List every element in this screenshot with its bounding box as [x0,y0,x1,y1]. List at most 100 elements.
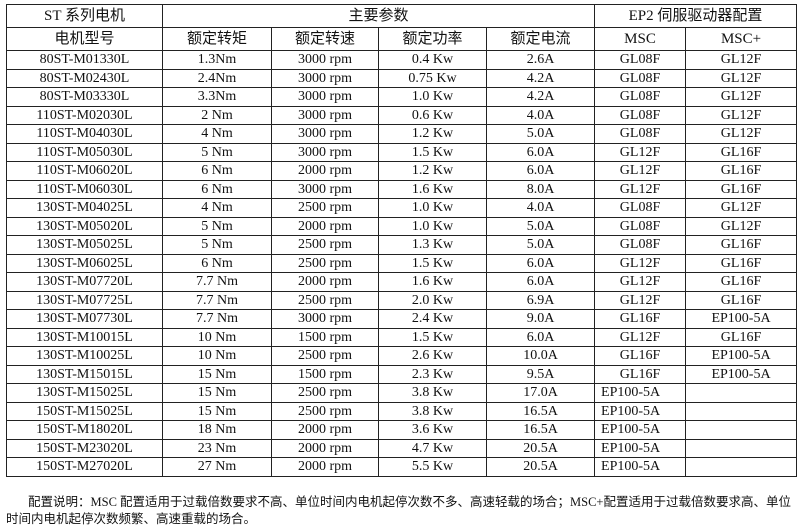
table-cell: GL08F [594,105,687,125]
table-cell: 3.8 Kw [378,383,487,403]
table-cell: GL08F [594,124,687,144]
table-cell: EP100-5A [594,401,687,421]
table-cell: 6 Nm [162,253,272,273]
table-cell: GL16F [685,235,798,255]
table-cell: 9.5A [485,364,596,384]
table-cell: 3.6 Kw [378,420,487,440]
table-cell: 10 Nm [162,327,272,347]
table-cell: 1.5 Kw [378,327,487,347]
table-cell: GL16F [594,309,687,329]
table-row: 80ST-M01330L 1.3Nm 3000 rpm 0.4 Kw 2.6A GL08F… [6,50,798,70]
col-header: 电机型号 [6,27,163,51]
table-cell: GL08F [594,216,687,236]
table-row: 110ST-M05030L 5 Nm 3000 rpm 1.5 Kw 6.0A GL12F… [6,142,798,162]
table-row: 110ST-M06020L 6 Nm 2000 rpm 1.2 Kw 6.0A GL12F… [6,161,798,181]
table-cell: 16.5A [485,401,596,421]
table-cell: 130ST-M07725L [6,290,163,310]
table-cell: 2500 rpm [271,290,379,310]
group-header-motor: ST 系列电机 [6,4,163,28]
table-row: 130ST-M07725L 7.7 Nm 2500 rpm 2.0 Kw 6.9A GL1… [6,290,798,310]
table-cell: 2500 rpm [271,346,379,366]
table-row: 80ST-M03330L 3.3Nm 3000 rpm 1.0 Kw 4.2A GL08F… [6,87,798,107]
table-cell: 1.5 Kw [378,253,487,273]
table-cell: 18 Nm [162,420,272,440]
table-cell: 1.5 Kw [378,142,487,162]
table-cell: 4 Nm [162,198,272,218]
table-cell: 7.7 Nm [162,290,272,310]
table-cell: 6.0A [485,142,596,162]
table-cell: 4.0A [485,198,596,218]
table-cell: GL12F [685,50,798,70]
table-cell: 15 Nm [162,401,272,421]
table-row: 130ST-M07720L 7.7 Nm 2000 rpm 1.6 Kw 6.0A GL1… [6,272,798,292]
table-cell: 2 Nm [162,105,272,125]
table-cell: 27 Nm [162,457,272,477]
table-cell: 130ST-M04025L [6,198,163,218]
table-cell: 8.0A [485,179,596,199]
table-cell: EP100-5A [594,457,687,477]
table-cell: 150ST-M27020L [6,457,163,477]
table-cell: 2500 rpm [271,253,379,273]
table-cell: GL08F [594,198,687,218]
table-cell: 2.4 Kw [378,309,487,329]
table-cell: 1.0 Kw [378,87,487,107]
col-header: 额定电流 [485,27,596,51]
table-row: 130ST-M10025L 10 Nm 2500 rpm 2.6 Kw 10.0A GL1… [6,346,798,366]
table-cell: 1.3 Kw [378,235,487,255]
table-row: 130ST-M07730L 7.7 Nm 3000 rpm 2.4 Kw 9.0A GL1… [6,309,798,329]
table-cell: GL12F [594,290,687,310]
table-cell: GL16F [685,179,798,199]
motor-config-table: ST 系列电机 主要参数 EP2 伺服驱动器配置 电机型号 额定转矩 额定转速 … [6,4,798,477]
table-cell: 110ST-M06020L [6,161,163,181]
table-cell: EP100-5A [685,364,798,384]
col-header: MSC+ [685,27,798,51]
table-cell: 4.2A [485,87,596,107]
table-cell: 2500 rpm [271,235,379,255]
table-cell: GL16F [594,364,687,384]
table-cell: GL08F [594,235,687,255]
table-row: 150ST-M23020L 23 Nm 2000 rpm 4.7 Kw 20.5A EP1… [6,438,798,458]
table-cell: 10.0A [485,346,596,366]
table-cell: EP100-5A [594,420,687,440]
table-cell: 17.0A [485,383,596,403]
group-header-driver: EP2 伺服驱动器配置 [594,4,798,28]
table-cell: GL12F [594,161,687,181]
col-header: 额定转速 [271,27,379,51]
table-cell: GL12F [685,105,798,125]
table-cell: 2.4Nm [162,68,272,88]
table-row: 130ST-M05025L 5 Nm 2500 rpm 1.3 Kw 5.0A GL08F… [6,235,798,255]
table-cell: 110ST-M04030L [6,124,163,144]
table-cell: 1500 rpm [271,327,379,347]
table-cell: 130ST-M05020L [6,216,163,236]
table-cell: 5.0A [485,124,596,144]
table-cell: 7.7 Nm [162,309,272,329]
table-cell: 2500 rpm [271,198,379,218]
table-cell [685,383,798,403]
table-cell: 1.2 Kw [378,161,487,181]
table-cell: 5.5 Kw [378,457,487,477]
table-cell: 2500 rpm [271,401,379,421]
table-cell: 130ST-M07720L [6,272,163,292]
table-cell: 20.5A [485,457,596,477]
table-cell: 3000 rpm [271,309,379,329]
table-cell: 20.5A [485,438,596,458]
table-row: 80ST-M02430L 2.4Nm 3000 rpm 0.75 Kw 4.2A GL08… [6,68,798,88]
table-row: 130ST-M04025L 4 Nm 2500 rpm 1.0 Kw 4.0A GL08F… [6,198,798,218]
table-cell: 2000 rpm [271,161,379,181]
table-cell: 2000 rpm [271,420,379,440]
table-cell: GL16F [685,161,798,181]
table-cell: 130ST-M10015L [6,327,163,347]
table-cell [685,438,798,458]
table-cell: 150ST-M23020L [6,438,163,458]
table-cell: 110ST-M05030L [6,142,163,162]
table-cell: 4.2A [485,68,596,88]
table-cell: 1.3Nm [162,50,272,70]
table-cell: 0.4 Kw [378,50,487,70]
table-cell: 5 Nm [162,216,272,236]
table-row: 150ST-M18020L 18 Nm 2000 rpm 3.6 Kw 16.5A EP1… [6,420,798,440]
table-cell: 2.6 Kw [378,346,487,366]
table-cell: 3000 rpm [271,105,379,125]
config-note: 配置说明：MSC 配置适用于过载倍数要求不高、单位时间内电机起停次数不多、高速轻… [6,495,791,526]
table-cell: 0.75 Kw [378,68,487,88]
table-cell: 7.7 Nm [162,272,272,292]
